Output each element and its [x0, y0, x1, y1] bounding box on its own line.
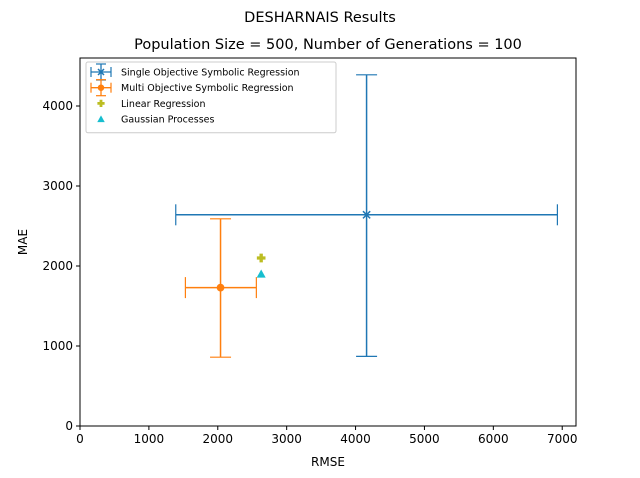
legend-frame [85, 61, 337, 134]
axes: 0 1000 2000 3000 4000 5000 6000 7000 0 1000 2000 30… [42, 57, 578, 446]
point-single-objective-symbolic-regression [362, 210, 371, 219]
x-tick-label: 1000 [134, 432, 165, 446]
chart-title: Population Size = 500, Number of Generat… [134, 37, 522, 53]
chart-suptitle: DESHARNAIS Results [244, 10, 396, 26]
x-tick-label: 6000 [478, 432, 509, 446]
legend-label: Linear Regression [121, 99, 206, 110]
x-tick-label: 0 [76, 432, 84, 446]
x-tick-label: 5000 [409, 432, 440, 446]
x-tick-label: 3000 [271, 432, 302, 446]
x-tick-label: 7000 [547, 432, 578, 446]
y-tick-label: 0 [65, 419, 73, 433]
legend-marker-multi-objective-symbolic-regression [97, 84, 105, 91]
data-marks [175, 74, 559, 358]
legend-marker-linear-regression [97, 99, 105, 107]
legend-label: Multi Objective Symbolic Regression [121, 83, 294, 94]
y-tick-label: 3000 [42, 179, 73, 193]
y-tick-label: 4000 [42, 99, 73, 113]
legend-marker-single-objective-symbolic-regression [97, 68, 105, 76]
x-tick-label: 2000 [203, 432, 234, 446]
point-linear-regression [256, 253, 266, 263]
legend-label: Single Objective Symbolic Regression [121, 68, 300, 79]
plot-frame [79, 57, 577, 427]
y-tick-label: 2000 [42, 259, 73, 273]
point-multi-objective-symbolic-regression [216, 283, 225, 292]
point-gaussian-processes [256, 269, 266, 278]
legend-marker-gaussian-processes [97, 115, 105, 123]
y-tick-label: 1000 [42, 339, 73, 353]
legend: Single Objective Symbolic Regression Mult… [85, 61, 337, 134]
x-axis-label: RMSE [311, 455, 345, 469]
legend-label: Gaussian Processes [121, 115, 214, 126]
y-axis-label: MAE [16, 229, 30, 255]
x-tick-label: 4000 [340, 432, 371, 446]
